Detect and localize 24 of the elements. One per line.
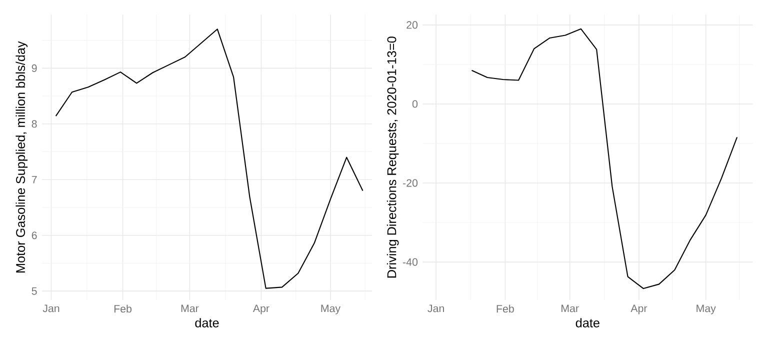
y-tick-label: -40 <box>403 258 418 266</box>
x-tick-label: Jan <box>428 304 444 312</box>
x-tick-label: Jan <box>42 304 60 312</box>
y-tick-label: 20 <box>406 21 418 29</box>
x-tick-label: Apr <box>630 304 648 314</box>
y-tick-label: 5 <box>32 287 37 295</box>
y-axis-title: Driving Directions Requests, 2020-01-13=0 <box>386 36 399 278</box>
x-axis-title: date <box>576 318 600 328</box>
y-tick-label: 0 <box>412 100 418 108</box>
y-tick-label: 6 <box>32 232 37 240</box>
x-tick-label: Mar <box>562 304 579 312</box>
x-tick-label: Feb <box>114 304 132 313</box>
x-tick-label: Apr <box>252 304 270 314</box>
line-series <box>471 28 738 290</box>
x-tick-label: Mar <box>181 304 199 312</box>
x-tick-label: May <box>696 304 716 314</box>
x-axis-title: date <box>195 318 219 328</box>
y-tick-label: 9 <box>32 64 37 72</box>
y-tick-label: -20 <box>403 179 418 187</box>
y-tick-label: 7 <box>32 176 37 184</box>
x-tick-label: May <box>321 304 341 314</box>
y-axis-title: Motor Gasoline Supplied, million bbls/day <box>16 41 28 272</box>
y-tick-label: 8 <box>32 120 37 128</box>
x-tick-label: Feb <box>496 304 514 313</box>
